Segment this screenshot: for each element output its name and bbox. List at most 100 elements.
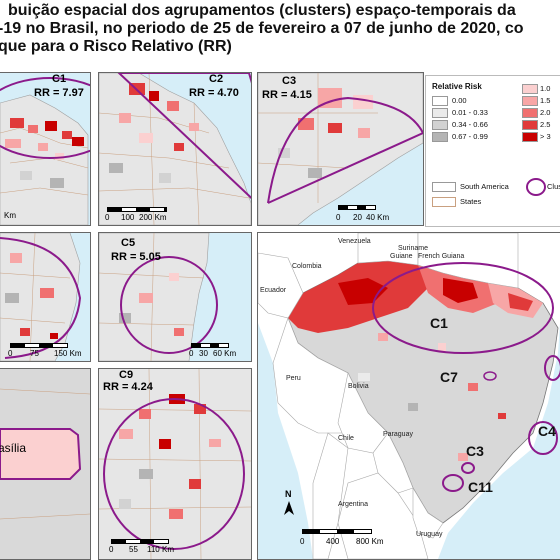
c5-scale-1: 30 [199,349,208,358]
label-ecuador: Ecuador [260,287,287,294]
label-peru: Peru [286,375,301,382]
label-paraguay: Paraguay [383,431,413,438]
main-scale-1: 400 [326,537,340,546]
legend-class-7: 2.0 [540,108,551,117]
c3-scale-0: 0 [336,213,341,222]
cluster-label-c3: C3 [466,443,484,459]
brasilia-map-graphic [0,369,90,559]
legend: Relative Risk 0.00 0.01 - 0.33 0.34 - 0.… [425,75,560,227]
c9-scale-1: 55 [129,545,138,554]
label-bolivia: Bolivia [348,383,369,390]
main-scale-bar [302,529,372,534]
legend-states-swatch [432,197,456,207]
main-map-brazil: Venezuela Suriname Guiane French Guiana … [257,232,560,560]
title-line-1: buição espacial dos agrupamentos (cluste… [8,2,516,19]
legend-south-america-label: South America [460,182,509,191]
map-title: buição espacial dos agrupamentos (cluste… [0,0,560,72]
c5-map-graphic [99,233,218,361]
main-scale-0: 0 [300,537,305,546]
label-argentina: Argentina [338,501,368,508]
c3-rr: RR = 4.15 [262,89,312,101]
c9-scale-0: 0 [109,545,114,554]
legend-class-1: 0.00 [452,96,467,105]
c5-label: C5 [121,237,136,249]
legend-class-9: > 3 [540,132,551,141]
cluster-label-c4: C4 [538,423,556,439]
c5-scale-bar [191,343,229,348]
c2-scale-2: 200 Km [139,213,167,222]
legend-swatch-7 [522,108,538,118]
c2-rr: RR = 4.70 [189,87,239,99]
legend-swatch-4 [432,132,448,142]
legend-class-3: 0.34 - 0.66 [452,120,488,129]
c2-map-graphic [99,73,251,225]
c2-scale-0: 0 [105,213,110,222]
c1-label: C1 [52,73,67,85]
legend-swatch-2 [432,108,448,118]
inset-map-c9: C9 RR = 4.24 0 55 110 Km [98,368,252,560]
label-chile: Chile [338,435,354,442]
legend-states-label: States [460,197,482,206]
label-french-guiana: French Guiana [418,253,465,260]
legend-cluster-label: Clus [547,182,560,191]
inset-map-c5: C5 RR = 5.05 0 30 60 Km [98,232,252,362]
main-scale-2: 800 Km [356,537,384,546]
cluster-label-c7: C7 [440,369,458,385]
legend-swatch-5 [522,84,538,94]
c4-scale-2: 150 Km [54,349,82,358]
inset-map-c1: C1 RR = 7.97 Km [0,72,91,226]
c2-label: C2 [209,73,224,85]
legend-swatch-3 [432,120,448,130]
c1-map-graphic [0,77,90,225]
title-line-2: -19 no Brasil, no periodo de 25 de fever… [0,20,524,37]
label-suriname: Suriname [398,245,428,252]
legend-swatch-8 [522,120,538,130]
legend-class-4: 0.67 - 0.99 [452,132,488,141]
c2-scale-1: 100 [121,213,135,222]
c1-scale-unit: Km [4,211,16,220]
label-guiane: Guiane [390,253,413,260]
c9-scale-2: 110 Km [147,545,174,554]
c3-scale-bar [338,205,376,210]
c4-scale-1: 75 [30,349,39,358]
c9-rr: RR = 4.24 [103,381,153,393]
legend-swatch-6 [522,96,538,106]
legend-title: Relative Risk [432,82,482,91]
c5-scale-0: 0 [189,349,194,358]
inset-map-c3: C3 RR = 4.15 0 20 40 Km [257,72,424,226]
inset-map-c4: 0 75 150 Km [0,232,91,362]
legend-class-2: 0.01 - 0.33 [452,108,488,117]
c4-scale-0: 0 [8,349,13,358]
legend-swatch-1 [432,96,448,106]
cluster-label-c11: C11 [468,479,493,495]
legend-swatch-9 [522,132,538,142]
cluster-label-c1: C1 [430,315,448,331]
c3-scale-2: 40 Km [366,213,390,222]
label-venezuela: Venezuela [338,238,371,245]
c9-map-graphic [99,369,251,559]
legend-cluster-swatch [526,178,546,196]
label-colombia: Colombia [292,263,322,270]
c1-rr: RR = 7.97 [34,87,84,99]
c3-label: C3 [282,75,297,87]
c3-scale-1: 20 [353,213,362,222]
c4-scale-bar [10,343,68,348]
c4-map-graphic [0,233,82,361]
legend-class-6: 1.5 [540,96,551,105]
inset-map-brasilia: asília [0,368,91,560]
c5-rr: RR = 5.05 [111,251,161,263]
north-arrow-label: N [285,489,292,499]
inset-map-c2: C2 RR = 4.70 0 100 200 Km [98,72,252,226]
c9-scale-bar [111,539,169,544]
brasilia-label: asília [0,441,27,455]
c9-label: C9 [119,369,134,381]
legend-south-america-swatch [432,182,456,192]
label-uruguay: Uruguay [416,531,443,538]
title-line-3: que para o Risco Relativo (RR) [0,38,232,55]
legend-class-8: 2.5 [540,120,551,129]
c5-scale-2: 60 Km [213,349,237,358]
c2-scale-bar [107,207,167,212]
c3-map-graphic [258,73,423,225]
legend-class-5: 1.0 [540,84,551,93]
main-map-graphic [258,233,560,559]
